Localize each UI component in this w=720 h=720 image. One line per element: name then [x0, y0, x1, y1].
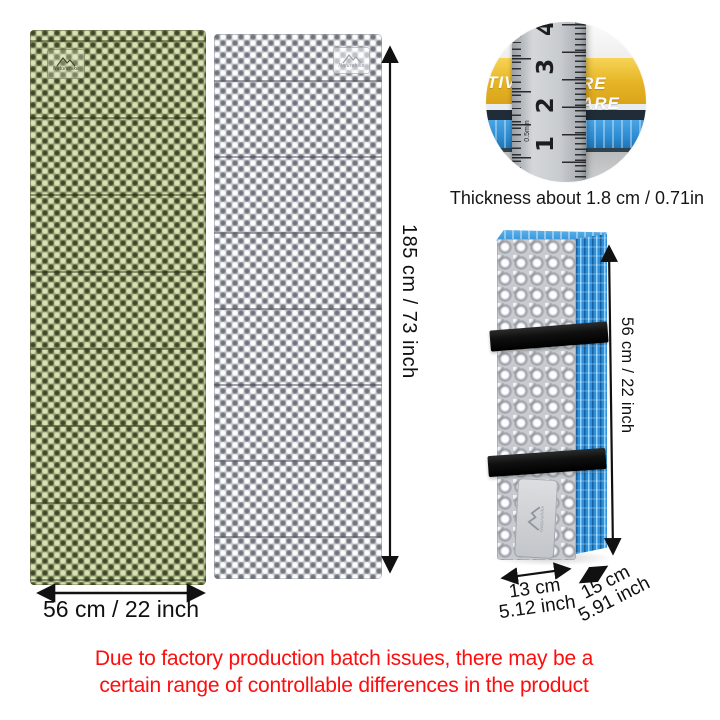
length-label: 185 cm / 73 inch [398, 224, 420, 379]
folded-mat-brand-inner: Naturehike [525, 498, 546, 539]
ruler-scale-numbers: 1 2 3 4 [533, 22, 559, 152]
gray-mat-brand-patch: Naturehike [333, 47, 370, 74]
thickness-caption: Thickness about 1.8 cm / 0.71in [449, 188, 705, 208]
brand-label: Naturehike [538, 505, 547, 533]
disclaimer-line1: Due to factory production batch issues, … [94, 647, 594, 670]
gray-mat-image: Naturehike [214, 34, 382, 579]
green-mat-image: Naturehike [30, 30, 206, 585]
inset-band-text-right: RE ARE [581, 74, 620, 113]
thickness-ruler-inset: TIV RE ARE 1 2 3 4 0.5mm [486, 22, 646, 182]
ruler-image: 1 2 3 4 0.5mm [512, 22, 586, 182]
folded-mat-side-face [576, 234, 607, 554]
folded-mat-brand-patch: Naturehike [513, 478, 559, 559]
ruler-unit-text: 0.5mm [524, 120, 531, 142]
ruler-ticks-right-cm [562, 22, 586, 182]
ruler-number-2: 2 [533, 97, 559, 114]
arrow-56cm-folded [600, 244, 622, 556]
disclaimer-line2: certain range of controllable difference… [99, 674, 589, 697]
ruler-number-4: 4 [533, 22, 559, 37]
ruler-number-3: 3 [533, 58, 559, 75]
brand-label: Naturehike [52, 66, 80, 72]
width-label: 56 cm / 22 inch [43, 596, 199, 622]
folded-height-label: 56 cm / 22 inch [618, 317, 636, 434]
disclaimer-text: Due to factory production batch issues, … [40, 645, 648, 699]
mountain-logo-icon [342, 53, 361, 63]
ruler-ticks-left-cm [512, 22, 531, 182]
brand-label: Naturehike [338, 62, 365, 69]
green-mat-brand-patch: Naturehike [47, 49, 85, 79]
inset-band-text-left: TIV [487, 73, 517, 92]
mountain-logo-icon [527, 506, 541, 531]
mountain-logo-icon [56, 57, 76, 67]
ruler-number-1: 1 [533, 135, 559, 152]
